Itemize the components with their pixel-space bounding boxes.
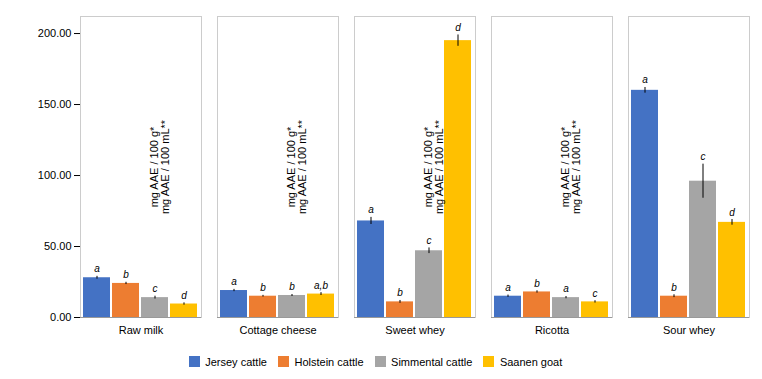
svg-text:a: a [642,74,648,85]
html-text:Simmental cattle: Simmental cattle [391,355,473,368]
svg-text:mg AAE / 100 g*mg AAE / 100 mL: mg AAE / 100 g*mg AAE / 100 mL** [148,119,171,214]
svg-text:c: c [593,288,598,299]
svg-text:a: a [368,204,374,215]
svg-text:a,b: a,b [314,280,328,291]
svg-text:50.00: 50.00 [44,240,72,252]
svg-text:100.00: 100.00 [38,169,72,181]
svg-text:150.00: 150.00 [38,98,72,110]
svg-text:d: d [455,22,461,33]
svg-text:Cottage cheese: Cottage cheese [239,324,316,336]
svg-text:a: a [505,282,511,293]
svg-text:d: d [729,207,735,218]
svg-text:b: b [671,282,677,293]
svg-text:a: a [231,276,237,287]
svg-text:mg AAE / 100 g*mg AAE / 100 mL: mg AAE / 100 g*mg AAE / 100 mL** [422,119,445,214]
svg-text:0.00: 0.00 [50,311,71,323]
svg-text:c: c [427,235,432,246]
svg-text:b: b [534,278,540,289]
svg-text:b: b [397,287,403,298]
svg-text:Sweet whey: Sweet whey [385,324,445,336]
svg-text:a: a [94,263,100,274]
svg-text:d: d [181,290,187,301]
svg-text:c: c [153,283,158,294]
html-text:Saanen goat: Saanen goat [499,355,563,368]
svg-text:c: c [701,151,706,162]
svg-text:b: b [289,281,295,292]
svg-text:200.00: 200.00 [38,27,72,39]
svg-text:mg AAE / 100 g*mg AAE / 100 mL: mg AAE / 100 g*mg AAE / 100 mL** [559,119,582,214]
svg-text:a: a [563,283,569,294]
svg-text:mg AAE / 100 g*mg AAE / 100 mL: mg AAE / 100 g*mg AAE / 100 mL** [285,119,308,214]
html-text:Jersey cattle: Jersey cattle [205,355,267,368]
svg-text:Ricotta: Ricotta [535,324,570,336]
svg-text:b: b [260,282,266,293]
svg-text:Raw milk: Raw milk [119,324,164,336]
svg-text:b: b [123,269,129,280]
svg-text:Sour whey: Sour whey [663,324,715,336]
html-text:Holstein cattle: Holstein cattle [294,355,364,368]
